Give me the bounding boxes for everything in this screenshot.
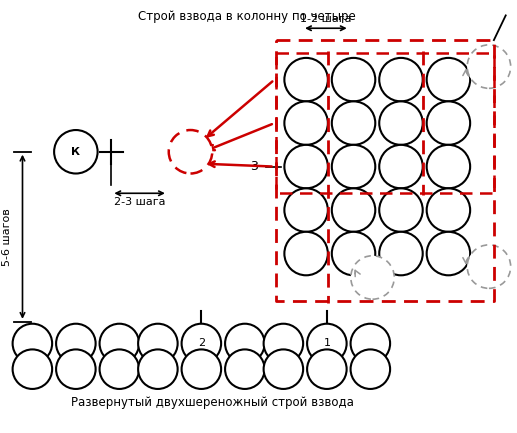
Circle shape [12, 324, 52, 363]
Circle shape [284, 232, 328, 275]
Circle shape [56, 324, 96, 363]
Circle shape [427, 232, 470, 275]
Circle shape [225, 324, 265, 363]
Circle shape [467, 45, 511, 88]
Circle shape [427, 145, 470, 188]
Circle shape [379, 145, 423, 188]
Circle shape [427, 101, 470, 145]
Circle shape [332, 101, 375, 145]
Circle shape [379, 232, 423, 275]
Circle shape [284, 58, 328, 101]
Circle shape [351, 324, 390, 363]
Circle shape [100, 349, 139, 389]
Text: 2-3 шага: 2-3 шага [114, 197, 166, 207]
Text: 1-2 шага: 1-2 шага [300, 14, 352, 24]
Circle shape [427, 188, 470, 232]
Circle shape [332, 232, 375, 275]
Circle shape [264, 349, 303, 389]
Circle shape [138, 324, 178, 363]
Circle shape [427, 58, 470, 101]
Circle shape [351, 256, 394, 299]
Text: 5-6 шагов: 5-6 шагов [2, 208, 11, 265]
Circle shape [225, 349, 265, 389]
Text: 3: 3 [250, 160, 258, 173]
Text: Развернутый двухшереножный строй взвода: Развернутый двухшереножный строй взвода [71, 396, 354, 409]
Circle shape [307, 324, 346, 363]
Circle shape [138, 349, 178, 389]
Circle shape [379, 58, 423, 101]
Circle shape [181, 349, 221, 389]
Text: Строй взвода в колонну по четыре: Строй взвода в колонну по четыре [138, 10, 356, 23]
Circle shape [100, 324, 139, 363]
Circle shape [379, 101, 423, 145]
Text: К: К [71, 147, 80, 157]
Text: 1: 1 [323, 339, 330, 349]
Circle shape [332, 145, 375, 188]
Circle shape [467, 245, 511, 288]
Circle shape [56, 349, 96, 389]
Circle shape [54, 130, 98, 174]
Circle shape [307, 349, 346, 389]
Circle shape [284, 188, 328, 232]
Circle shape [264, 324, 303, 363]
Circle shape [284, 101, 328, 145]
Circle shape [332, 58, 375, 101]
Circle shape [181, 324, 221, 363]
Text: 2: 2 [198, 339, 205, 349]
Circle shape [379, 188, 423, 232]
Circle shape [351, 349, 390, 389]
Circle shape [332, 188, 375, 232]
Circle shape [169, 130, 212, 174]
Circle shape [12, 349, 52, 389]
Circle shape [284, 145, 328, 188]
